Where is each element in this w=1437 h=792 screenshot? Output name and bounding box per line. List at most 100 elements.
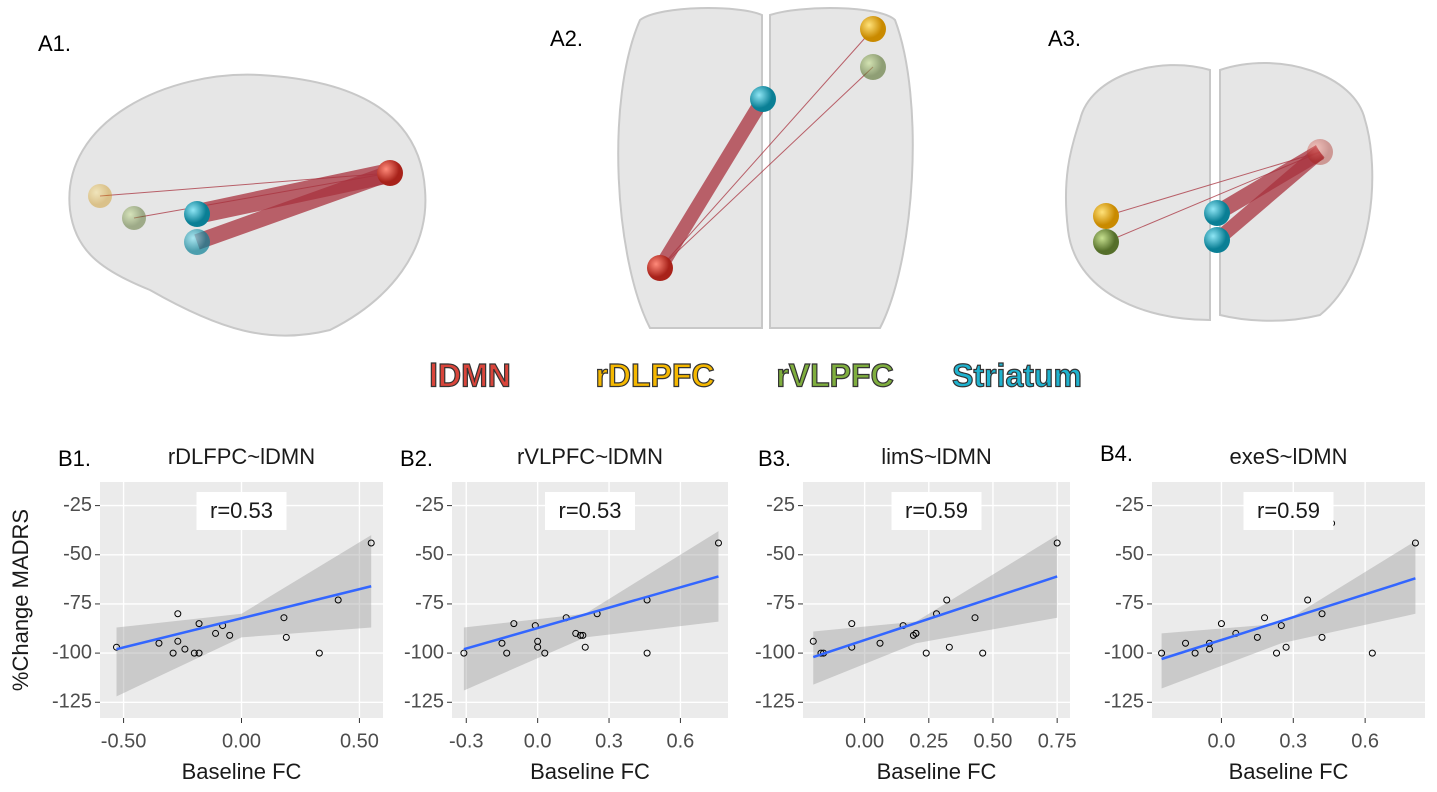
- y-tick-label: -75: [63, 592, 92, 614]
- brain-images: [68, 7, 1374, 337]
- data-point: [282, 633, 290, 641]
- data-point: [876, 639, 884, 647]
- data-point: [943, 596, 951, 604]
- y-tick-label: -125: [404, 691, 444, 713]
- y-tick-label: -125: [1104, 691, 1144, 713]
- data-point: [195, 620, 203, 628]
- data-point: [971, 614, 979, 622]
- data-point: [581, 643, 589, 651]
- data-point: [572, 629, 580, 637]
- y-tick-label: -50: [63, 543, 92, 565]
- data-point: [912, 629, 920, 637]
- x-tick-label: 0.6: [667, 730, 695, 752]
- x-tick-label: 0.50: [974, 730, 1013, 752]
- legend-entry: lDMN: [429, 357, 511, 393]
- y-tick-label: -125: [52, 691, 92, 713]
- data-point: [334, 596, 342, 604]
- y-tick-label: -75: [415, 592, 444, 614]
- data-point: [181, 645, 189, 653]
- x-tick-label: 0.50: [340, 730, 379, 752]
- data-point: [1253, 633, 1261, 641]
- data-point: [367, 539, 375, 547]
- legend-entry: Striatum: [952, 357, 1082, 393]
- data-point: [1282, 643, 1290, 651]
- x-axis-label: Baseline FC: [1229, 759, 1349, 784]
- x-tick-label: 0.3: [1279, 730, 1307, 752]
- panel-label: B2.: [400, 446, 433, 471]
- data-point: [1261, 614, 1269, 622]
- data-point: [174, 637, 182, 645]
- chart-title: limS~lDMN: [881, 444, 992, 469]
- x-tick-label: 0.3: [595, 730, 623, 752]
- x-tick-label: 0.6: [1351, 730, 1379, 752]
- confidence-band: [813, 535, 1058, 685]
- data-point: [1273, 649, 1281, 657]
- data-point: [809, 637, 817, 645]
- data-point: [1191, 649, 1199, 657]
- panel-label: A1.: [38, 31, 71, 56]
- data-point: [1217, 620, 1225, 628]
- confidence-band: [116, 535, 372, 697]
- data-point: [155, 639, 163, 647]
- x-axis-label: Baseline FC: [877, 759, 997, 784]
- data-point: [1158, 649, 1166, 657]
- y-tick-label: -75: [766, 592, 795, 614]
- panel-label: A2.: [550, 26, 583, 51]
- x-tick-label: -0.3: [449, 730, 483, 752]
- y-tick-label: -50: [415, 543, 444, 565]
- x-axis-label: Baseline FC: [530, 759, 650, 784]
- y-tick-label: -75: [1115, 592, 1144, 614]
- x-tick-label: 0.00: [222, 730, 261, 752]
- data-point: [503, 649, 511, 657]
- data-point: [1411, 539, 1419, 547]
- fit-line: [812, 575, 1058, 659]
- data-point: [576, 631, 584, 639]
- x-tick-label: 0.00: [845, 730, 884, 752]
- data-point: [1053, 539, 1061, 547]
- data-point: [190, 649, 198, 657]
- data-point: [979, 649, 987, 657]
- legend-entry: rDLPFC: [595, 357, 714, 393]
- data-point: [1318, 633, 1326, 641]
- y-tick-label: -50: [766, 543, 795, 565]
- annotation-box: [1243, 492, 1334, 530]
- annotation: r=0.59: [1257, 498, 1320, 523]
- data-point: [1318, 610, 1326, 618]
- data-point: [315, 649, 323, 657]
- data-point: [1304, 596, 1312, 604]
- y-axis-label: %Change MADRS: [8, 509, 33, 691]
- data-point: [714, 539, 722, 547]
- y-tick-label: -25: [1115, 494, 1144, 516]
- scatter-panel: -125 -100 -75 -50 -25 -0.50 0.00 0.50 r=0.53 rDLF…: [8, 444, 383, 784]
- x-tick-label: 0.75: [1038, 730, 1077, 752]
- confidence-band: [1161, 541, 1416, 689]
- data-point: [1182, 639, 1190, 647]
- x-tick-label: 0.25: [909, 730, 948, 752]
- data-point: [1205, 645, 1213, 653]
- annotation: r=0.53: [210, 498, 273, 523]
- y-tick-label: -50: [1115, 543, 1144, 565]
- panel-label: B3.: [758, 446, 791, 471]
- chart-title: rDLFPC~lDMN: [168, 444, 315, 469]
- chart-title: rVLPFC~lDMN: [517, 444, 663, 469]
- annotation: r=0.59: [905, 498, 968, 523]
- data-point: [174, 610, 182, 618]
- data-point: [534, 643, 542, 651]
- annotation-box: [196, 492, 287, 530]
- panel-label: B4.: [1100, 441, 1133, 466]
- fit-line: [116, 585, 372, 651]
- legend-entry: rVLPFC: [776, 357, 893, 393]
- y-tick-label: -125: [755, 691, 795, 713]
- y-tick-label: -100: [755, 641, 795, 663]
- data-point: [1368, 649, 1376, 657]
- confidence-band: [463, 531, 719, 691]
- data-point: [212, 629, 220, 637]
- panel-label: B1.: [58, 446, 91, 471]
- data-point: [460, 649, 468, 657]
- scatter-panel: -125 -100 -75 -50 -25 0.00 0.25 0.50 0.75 r=0.59 l…: [755, 444, 1077, 784]
- data-point: [1277, 622, 1285, 630]
- data-point: [169, 649, 177, 657]
- x-tick-label: 0.0: [524, 730, 552, 752]
- y-tick-label: -25: [63, 494, 92, 516]
